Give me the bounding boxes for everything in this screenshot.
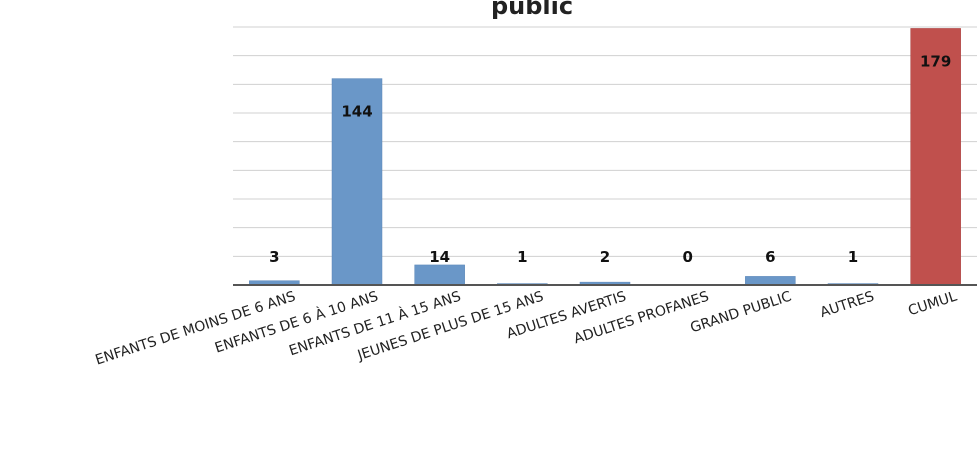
bar-6 (745, 276, 796, 286)
data-label-6: 6 (765, 248, 775, 266)
chart-title: public (491, 0, 573, 20)
bar-1 (331, 78, 383, 286)
data-label-5: 0 (682, 248, 692, 266)
data-label-2: 14 (429, 248, 450, 266)
data-label-3: 1 (517, 248, 527, 266)
data-label-0: 3 (269, 248, 279, 266)
x-tick-label-7: AUTRES (818, 289, 876, 322)
bar-2 (414, 264, 465, 286)
x-tick-label-8: CUMUL (906, 289, 959, 320)
data-labels: 3 144 14 1 2 0 6 1 179 (269, 52, 951, 266)
data-label-1: 144 (341, 103, 372, 121)
bars (249, 28, 961, 286)
bar-8 (910, 28, 961, 286)
x-tick-label-5: ADULTES PROFANES (572, 289, 711, 348)
data-label-7: 1 (848, 248, 858, 266)
data-label-8: 179 (920, 52, 951, 70)
data-label-4: 2 (600, 248, 610, 266)
